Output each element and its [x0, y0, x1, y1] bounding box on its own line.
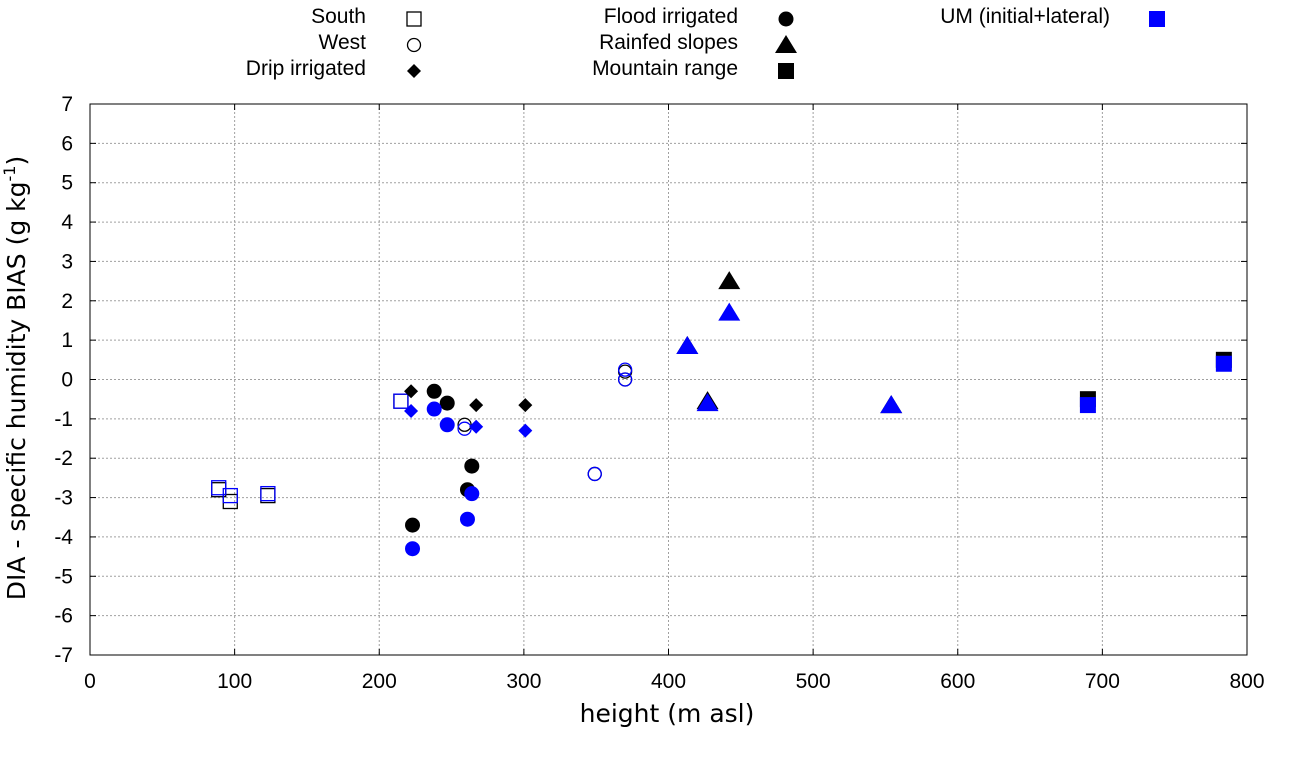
y-axis-label: DIA - specific humidity BIAS (g kg-1): [0, 156, 31, 600]
data-point-flood-irrigated-obs: [405, 517, 421, 533]
y-tick-label: -2: [54, 447, 73, 470]
legend-label: West: [319, 31, 367, 54]
legend-marker-triangle: [775, 35, 797, 53]
data-point-flood-irrigated-obs: [426, 383, 442, 399]
data-point-drip-irrigated-um: [518, 423, 533, 438]
data-point-mountain-range-um: [1215, 355, 1232, 372]
data-point-drip-irrigated-obs: [404, 384, 419, 399]
legend-label: Rainfed slopes: [599, 31, 738, 54]
x-tick-label: 200: [362, 670, 397, 693]
data-point-rainfed-slopes-obs: [718, 271, 741, 290]
data-point-south-um: [211, 480, 227, 496]
data-point-rainfed-slopes-um: [676, 336, 699, 355]
data-point-south-um: [260, 485, 276, 502]
data-points: [211, 271, 1232, 557]
data-point-rainfed-slopes-um: [696, 393, 719, 412]
legend-label: South: [311, 5, 366, 28]
legend: South West Drip irrigated Flood irrigated Ra…: [246, 5, 1165, 80]
data-point-south-um: [393, 393, 409, 409]
data-point-south-um: [222, 487, 238, 504]
y-axis-label-superscript: -1: [0, 166, 19, 182]
legend-label: Drip irrigated: [246, 57, 366, 80]
data-point-flood-irrigated-um: [439, 417, 455, 433]
legend-label: Mountain range: [592, 57, 738, 80]
y-tick-label: 6: [61, 132, 73, 155]
data-point-flood-irrigated-um: [426, 401, 442, 417]
data-point-rainfed-slopes-um: [880, 395, 903, 414]
x-tick-label: 600: [940, 670, 975, 693]
data-point-west-um: [587, 466, 602, 482]
y-tick-label: 0: [61, 369, 73, 392]
legend-marker-diamond: [407, 64, 421, 78]
legend-marker-square: [778, 63, 794, 79]
data-point-west-um: [617, 362, 633, 377]
data-point-drip-irrigated-obs: [518, 398, 533, 413]
legend-label: Flood irrigated: [604, 5, 738, 28]
y-tick-label: -4: [54, 526, 73, 549]
data-point-drip-irrigated-um: [469, 419, 484, 434]
data-point-mountain-range-um: [1079, 397, 1096, 414]
x-tick-label: 0: [84, 670, 96, 693]
data-point-rainfed-slopes-um: [718, 302, 741, 321]
legend-label: UM (initial+lateral): [940, 5, 1110, 28]
y-tick-label: -6: [54, 605, 73, 628]
legend-marker-circle: [778, 11, 794, 27]
data-point-flood-irrigated-um: [405, 541, 421, 557]
legend-marker-square: [1149, 11, 1165, 27]
data-point-drip-irrigated-obs: [469, 398, 484, 413]
y-tick-label: 5: [61, 172, 73, 195]
y-tick-label: 7: [61, 93, 73, 116]
y-axis-label-main: DIA - specific humidity BIAS (g kg: [2, 181, 31, 600]
y-tick-label: -7: [54, 644, 73, 667]
y-tick-label: -5: [54, 565, 73, 588]
data-point-flood-irrigated-um: [464, 486, 480, 502]
y-tick-label: 3: [61, 250, 73, 273]
data-point-flood-irrigated-um: [459, 511, 475, 527]
grid: [90, 104, 1247, 655]
y-tick-label: 4: [61, 211, 73, 234]
data-point-west-obs: [457, 417, 472, 432]
x-tick-label: 700: [1085, 670, 1120, 693]
data-point-west-um: [617, 372, 633, 387]
x-axis-label: height (m asl): [580, 699, 755, 728]
data-point-drip-irrigated-um: [404, 403, 419, 418]
x-tick-label: 800: [1229, 670, 1264, 693]
y-axis-label-close: ): [2, 156, 31, 166]
y-tick-label: 1: [61, 329, 73, 352]
data-point-west-um: [457, 421, 472, 436]
y-tick-label: -3: [54, 487, 73, 510]
x-tick-label: 300: [506, 670, 541, 693]
y-tick-label: -1: [54, 408, 73, 431]
axis-ticks: 0 100 200 300 400 500 600 700 800 -7 -6 -5 -4 -3 -2 -1 0…: [54, 93, 1264, 693]
data-point-flood-irrigated-obs: [464, 458, 480, 474]
x-tick-label: 100: [217, 670, 252, 693]
data-point-south-obs: [393, 393, 409, 409]
legend-marker-square-open: [406, 11, 422, 27]
legend-marker-circle-open: [406, 37, 422, 53]
data-point-flood-irrigated-obs: [439, 395, 455, 411]
x-tick-label: 400: [651, 670, 686, 693]
x-tick-label: 500: [796, 670, 831, 693]
y-tick-label: 2: [61, 290, 73, 313]
